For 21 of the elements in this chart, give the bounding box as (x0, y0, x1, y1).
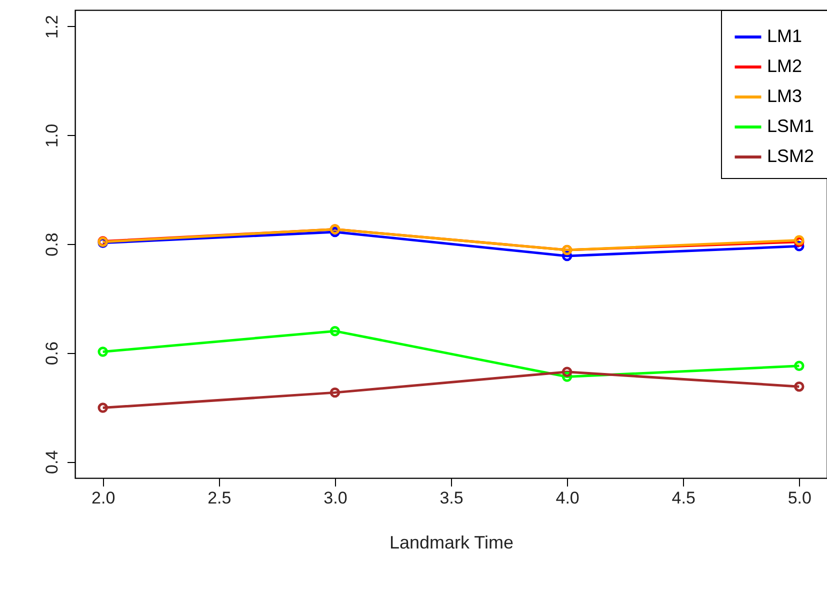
point (330, 387, 340, 398)
y-tick-label: 0.4 (42, 450, 62, 474)
x-tick-label: 5.0 (788, 488, 812, 508)
y-tick-label: 1.2 (42, 15, 62, 39)
point (330, 326, 340, 336)
x-tick-label: 3.5 (440, 488, 464, 508)
legend-label: LSM2 (767, 146, 814, 166)
x-axis-title: Landmark Time (389, 532, 514, 552)
legend-label: LM2 (767, 56, 802, 76)
x-tick-label: 4.0 (556, 488, 580, 508)
x-tick-label: 2.0 (92, 488, 116, 508)
x-tick-label: 3.0 (324, 488, 348, 508)
legend-label: LM3 (767, 86, 802, 106)
point (562, 366, 572, 377)
x-tick-label: 4.5 (672, 488, 696, 508)
y-tick-label: 0.8 (42, 232, 62, 256)
y-tick-label: 1.0 (42, 124, 62, 148)
x-tick-label: 2.5 (208, 488, 232, 508)
y-tick-label: 0.6 (42, 342, 62, 366)
legend-label: LSM1 (767, 116, 814, 136)
legend-label: LM1 (767, 26, 802, 46)
